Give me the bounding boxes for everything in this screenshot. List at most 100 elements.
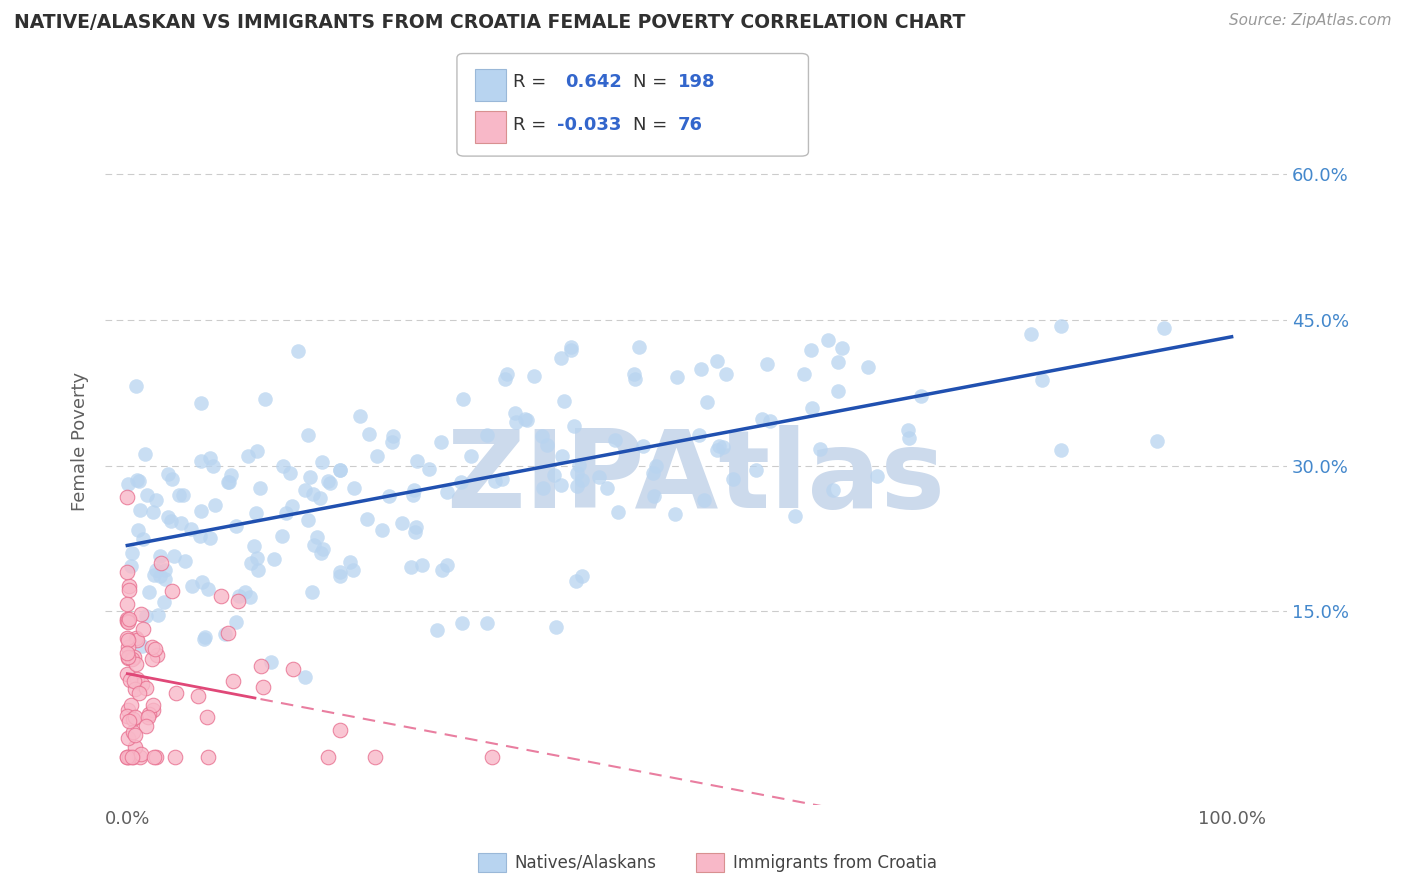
Point [827, 355, 849, 369]
Point [198, 531, 221, 545]
Point [136, 710, 159, 724]
Point [121, 749, 143, 764]
Text: Source: ZipAtlas.com: Source: ZipAtlas.com [1229, 13, 1392, 29]
Point [318, 475, 340, 490]
Text: 198: 198 [678, 73, 716, 91]
Point [451, 615, 474, 630]
Point [239, 591, 262, 605]
Point [808, 442, 831, 456]
Point [531, 481, 554, 495]
Point [160, 584, 183, 599]
Point [117, 708, 139, 723]
Point [249, 658, 271, 673]
Point [193, 630, 215, 644]
Text: N =: N = [633, 116, 666, 134]
Point [759, 414, 782, 428]
Point [131, 677, 153, 691]
Point [131, 623, 153, 637]
Point [117, 565, 139, 579]
Point [117, 476, 139, 491]
Text: ZIPAtlas: ZIPAtlas [447, 425, 945, 531]
Point [218, 475, 240, 490]
Point [125, 672, 148, 686]
Point [484, 474, 506, 488]
Point [436, 558, 458, 572]
Point [405, 520, 427, 534]
Point [222, 673, 245, 688]
Point [142, 703, 165, 717]
Point [145, 492, 167, 507]
Point [560, 343, 582, 357]
Point [226, 593, 249, 607]
Point [643, 489, 665, 503]
Point [195, 710, 218, 724]
Point [163, 749, 186, 764]
Point [172, 488, 194, 502]
Point [371, 523, 394, 537]
Point [118, 582, 141, 597]
Point [143, 567, 166, 582]
Point [127, 473, 149, 487]
Point [145, 563, 167, 577]
Point [221, 468, 243, 483]
Point [436, 484, 458, 499]
Point [301, 487, 323, 501]
Point [800, 343, 823, 357]
Point [475, 616, 498, 631]
Point [329, 568, 352, 582]
Point [1146, 434, 1168, 449]
Point [550, 477, 572, 491]
Point [122, 650, 145, 665]
Point [135, 719, 157, 733]
Point [664, 507, 686, 521]
Point [143, 749, 166, 764]
Point [124, 710, 146, 724]
Point [1031, 373, 1053, 387]
Point [190, 454, 212, 468]
Point [426, 623, 449, 637]
Point [117, 650, 139, 665]
Point [280, 499, 302, 513]
Point [381, 434, 404, 449]
Point [342, 563, 364, 577]
Point [121, 652, 143, 666]
Point [696, 394, 718, 409]
Point [118, 749, 141, 764]
Point [856, 359, 879, 374]
Point [246, 551, 269, 566]
Point [274, 506, 297, 520]
Point [117, 749, 139, 764]
Point [201, 459, 224, 474]
Point [131, 639, 153, 653]
Point [124, 681, 146, 696]
Point [134, 447, 156, 461]
Point [690, 362, 713, 376]
Point [121, 749, 143, 764]
Point [706, 443, 728, 458]
Point [898, 431, 921, 445]
Point [263, 552, 285, 566]
Point [1153, 320, 1175, 334]
Point [153, 595, 176, 609]
Point [299, 470, 322, 484]
Point [228, 589, 250, 603]
Point [329, 463, 352, 477]
Point [193, 632, 215, 646]
Point [481, 749, 503, 764]
Point [645, 458, 668, 473]
Point [117, 703, 139, 717]
Point [312, 542, 335, 557]
Point [132, 532, 155, 546]
Point [247, 563, 270, 577]
Point [142, 505, 165, 519]
Point [170, 516, 193, 530]
Point [160, 472, 183, 486]
Point [156, 509, 179, 524]
Point [117, 631, 139, 645]
Point [146, 648, 169, 662]
Point [117, 666, 139, 681]
Point [236, 450, 259, 464]
Point [349, 409, 371, 423]
Point [190, 504, 212, 518]
Point [316, 749, 339, 764]
